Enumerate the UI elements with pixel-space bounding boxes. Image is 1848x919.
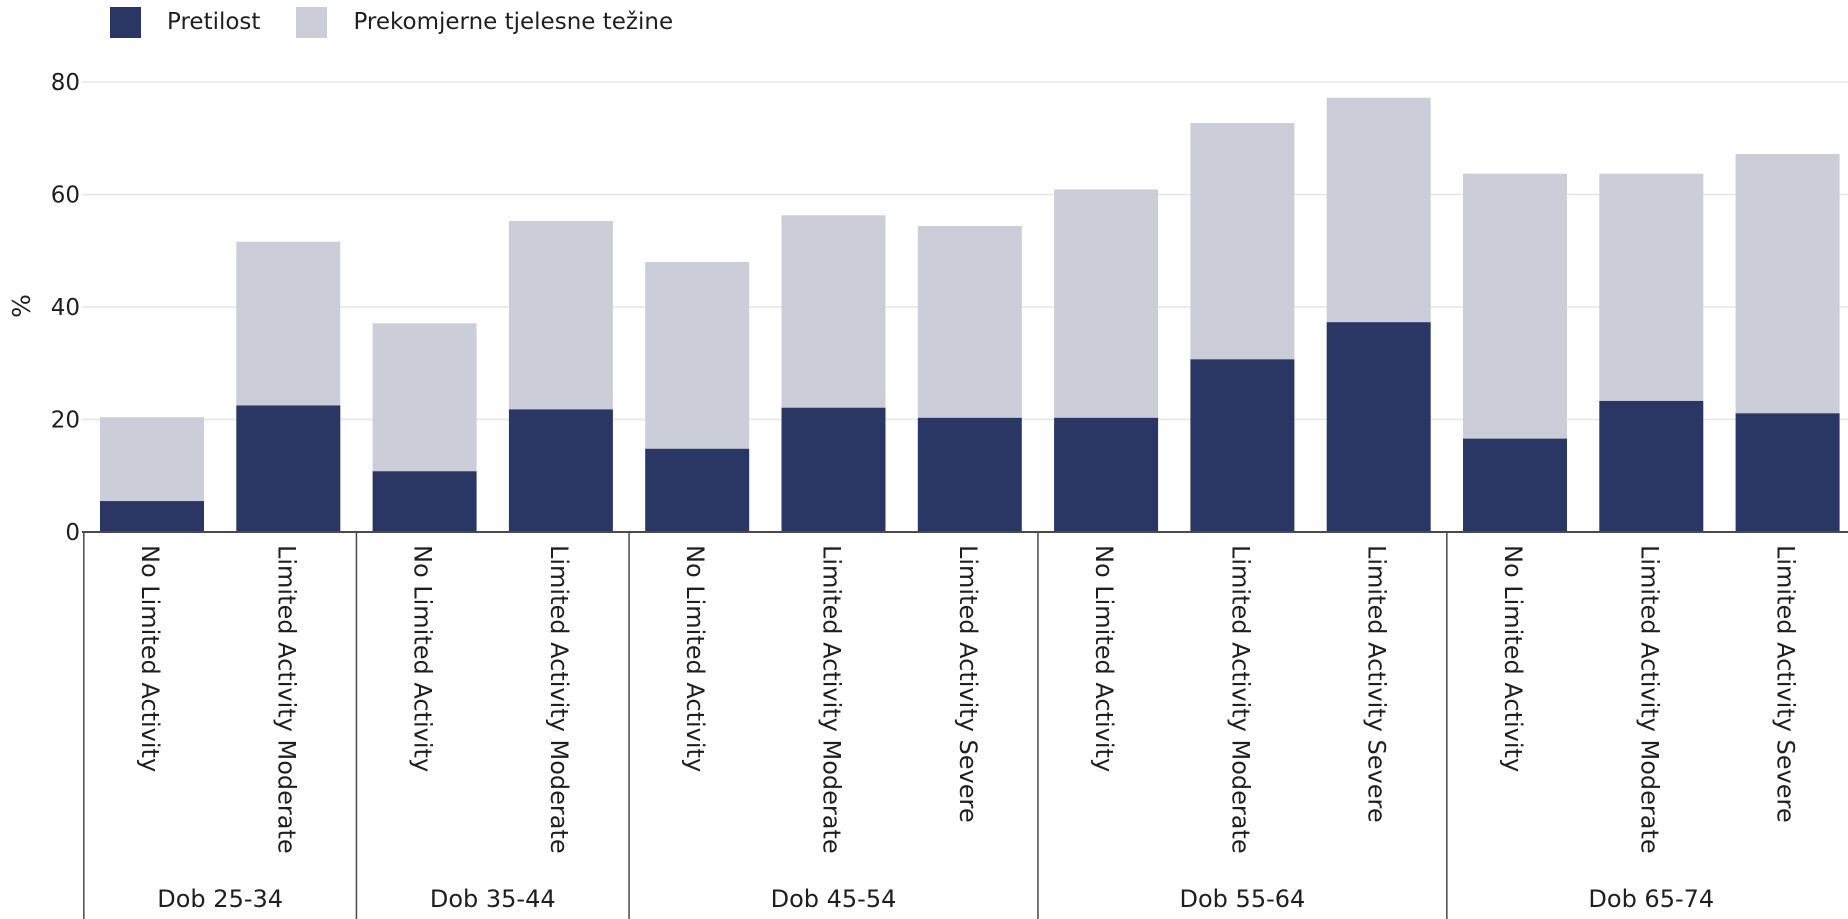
legend-item-obese[interactable]: Pretilost [110, 6, 261, 38]
bar-obese [1326, 322, 1431, 532]
y-axis-title: % [7, 294, 36, 318]
x-tick-label: Limited Activity Severe [954, 545, 982, 823]
legend-swatch-obese [110, 6, 141, 38]
x-tick-label: No Limited Activity [1499, 545, 1527, 772]
x-group-label: Dob 45-54 [771, 885, 897, 913]
bar-overweight [1735, 154, 1840, 414]
x-tick-label: Limited Activity Moderate [545, 545, 573, 854]
x-group-label: Dob 65-74 [1588, 885, 1714, 913]
x-tick-label: Limited Activity Moderate [1635, 545, 1663, 854]
x-tick-label: No Limited Activity [1090, 545, 1118, 772]
y-tick-label: 20 [51, 408, 80, 434]
bar-obese [917, 417, 1022, 532]
x-tick-label: No Limited Activity [136, 545, 164, 772]
legend-item-overweight[interactable]: Prekomjerne tjelesne težine [296, 6, 674, 38]
x-tick-label: No Limited Activity [409, 545, 437, 772]
x-tick-label: No Limited Activity [681, 545, 709, 772]
bar-obese [236, 405, 341, 532]
y-tick-label: 0 [65, 520, 80, 546]
y-tick-label: 40 [51, 295, 80, 321]
bar-overweight [1463, 173, 1567, 439]
x-tick-label: Limited Activity Moderate [818, 545, 846, 854]
legend-swatch-overweight [296, 6, 328, 38]
bar-obese [1735, 413, 1840, 532]
x-group-label: Dob 25-34 [157, 885, 283, 913]
x-group-label: Dob 35-44 [430, 885, 556, 913]
bar-overweight [372, 323, 477, 472]
x-group-label: Dob 55-64 [1180, 885, 1306, 913]
bar-overweight [236, 241, 341, 406]
legend-label-obese: Pretilost [167, 9, 261, 35]
bar-obese [508, 409, 613, 532]
bar-overweight [645, 262, 750, 449]
bar-overweight [508, 220, 613, 410]
bar-overweight [1190, 123, 1295, 360]
x-tick-label: Limited Activity Severe [1772, 545, 1800, 823]
x-tick-label: Limited Activity Severe [1363, 545, 1391, 823]
bar-obese [1599, 400, 1704, 532]
bar-obese [372, 471, 477, 532]
bar-overweight [1054, 189, 1159, 418]
x-tick-label: Limited Activity Moderate [1226, 545, 1254, 854]
bar-overweight [781, 215, 886, 408]
legend: Pretilost Prekomjerne tjelesne težine [110, 4, 709, 40]
bar-obese [781, 407, 886, 532]
x-tick-label: Limited Activity Moderate [272, 545, 300, 854]
bar-obese [1190, 359, 1295, 532]
bar-obese [1463, 438, 1567, 532]
bar-obese [1054, 417, 1159, 532]
bar-overweight [100, 417, 204, 502]
bar-overweight [1326, 97, 1431, 323]
bar-obese [645, 448, 750, 532]
bar-overweight [1599, 173, 1704, 401]
y-tick-label: 60 [51, 183, 80, 209]
legend-label-overweight: Prekomjerne tjelesne težine [353, 9, 674, 35]
y-tick-label: 80 [51, 70, 80, 96]
bar-obese [100, 501, 204, 532]
bar-overweight [917, 226, 1022, 418]
